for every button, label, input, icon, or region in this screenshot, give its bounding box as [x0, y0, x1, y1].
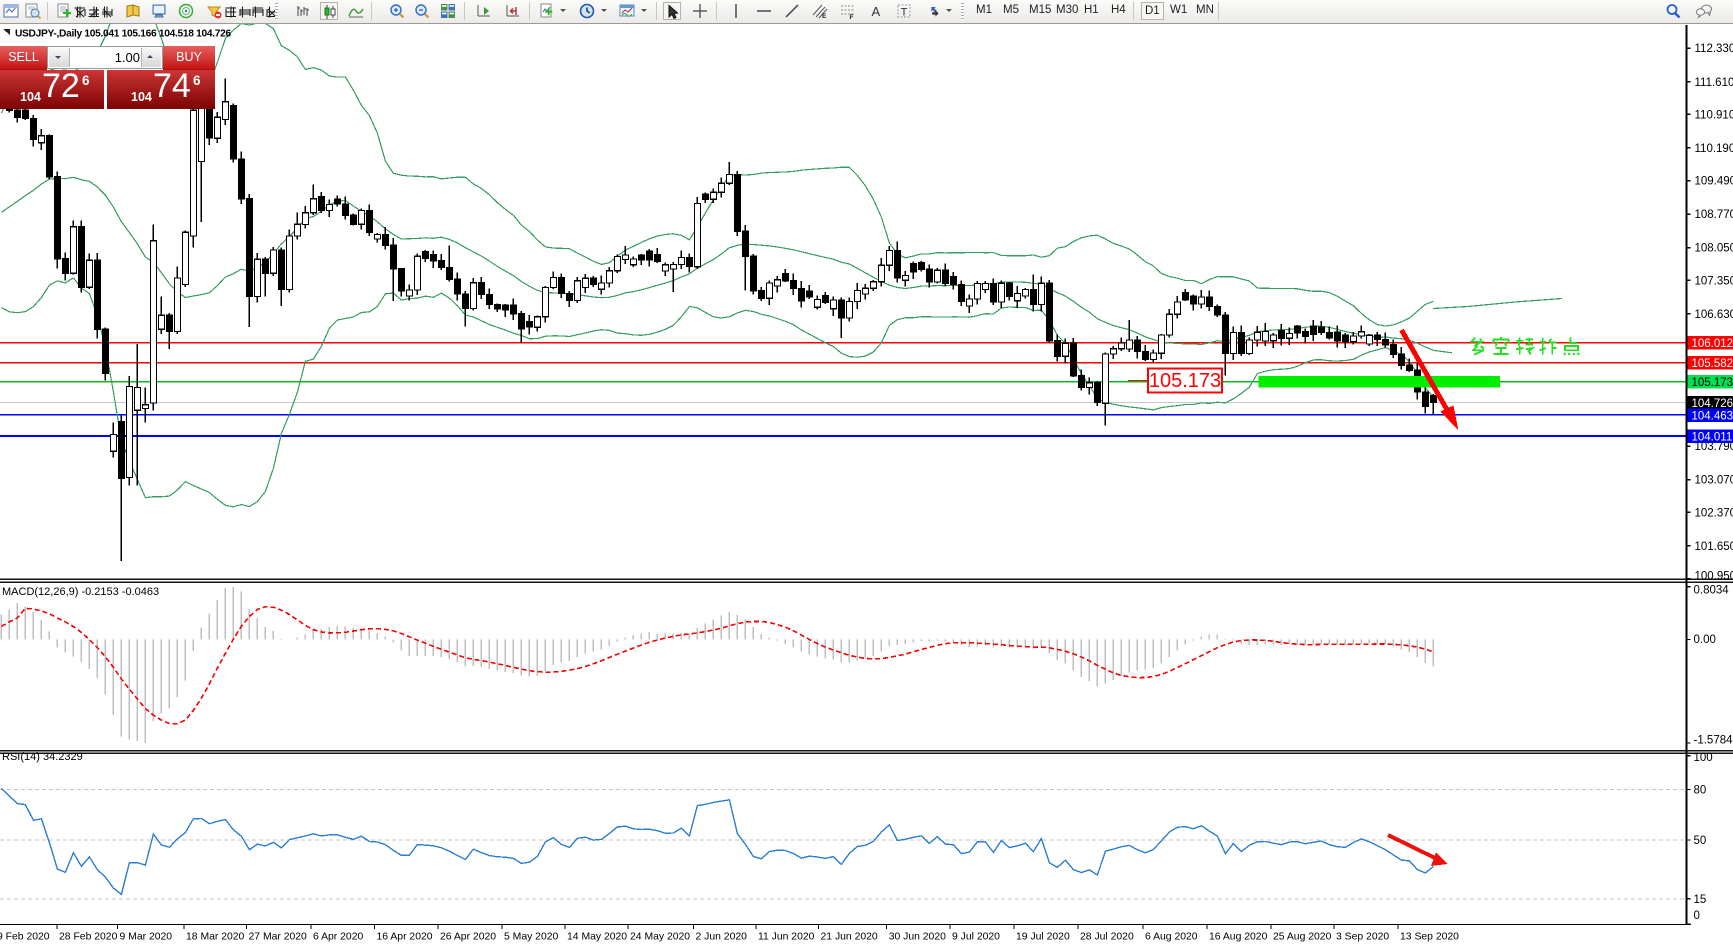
svg-text:104.011: 104.011	[1692, 431, 1733, 443]
svg-text:14 May 2020: 14 May 2020	[567, 932, 627, 943]
svg-text:9 Jul 2020: 9 Jul 2020	[952, 932, 1000, 943]
svg-text:103.070: 103.070	[1695, 475, 1733, 487]
svg-text:11 Jun 2020: 11 Jun 2020	[758, 932, 815, 943]
svg-text:9 Mar 2020: 9 Mar 2020	[120, 932, 173, 943]
svg-text:26 Apr 2020: 26 Apr 2020	[440, 932, 496, 943]
svg-text:102.370: 102.370	[1695, 507, 1733, 519]
svg-text:9 Feb 2020: 9 Feb 2020	[0, 932, 50, 943]
svg-text:F: F	[850, 14, 854, 19]
svg-text:106.012: 106.012	[1692, 338, 1733, 350]
svg-text:27 Mar 2020: 27 Mar 2020	[249, 932, 308, 943]
svg-text:108.770: 108.770	[1695, 209, 1733, 221]
svg-text:30 Jun 2020: 30 Jun 2020	[889, 932, 946, 943]
svg-text:3 Sep 2020: 3 Sep 2020	[1336, 932, 1389, 943]
svg-text:-1.5784: -1.5784	[1694, 735, 1733, 747]
svg-text:108.050: 108.050	[1695, 243, 1733, 255]
svg-text:100.950: 100.950	[1695, 571, 1733, 583]
svg-text:6 Aug 2020: 6 Aug 2020	[1145, 932, 1198, 943]
svg-text:18 Mar 2020: 18 Mar 2020	[186, 932, 245, 943]
svg-text:25 Aug 2020: 25 Aug 2020	[1273, 932, 1332, 943]
svg-text:2 Jun 2020: 2 Jun 2020	[696, 932, 748, 943]
svg-text:0: 0	[1694, 910, 1700, 922]
svg-text:16 Aug 2020: 16 Aug 2020	[1209, 932, 1268, 943]
svg-text:112.330: 112.330	[1695, 43, 1733, 55]
svg-text:111.610: 111.610	[1695, 77, 1733, 89]
svg-text:28 Feb 2020: 28 Feb 2020	[59, 932, 118, 943]
svg-text:105.173: 105.173	[1149, 370, 1221, 392]
svg-text:RSI(14) 34.2329: RSI(14) 34.2329	[2, 751, 83, 763]
svg-text:100: 100	[1694, 752, 1713, 764]
svg-text:110.190: 110.190	[1695, 143, 1733, 155]
svg-text:104.463: 104.463	[1692, 410, 1733, 422]
svg-text:5 May 2020: 5 May 2020	[504, 932, 559, 943]
svg-text:19 Jul 2020: 19 Jul 2020	[1016, 932, 1070, 943]
svg-text:21 Jun 2020: 21 Jun 2020	[821, 932, 878, 943]
svg-text:101.650: 101.650	[1695, 541, 1733, 553]
svg-text:24 May 2020: 24 May 2020	[630, 932, 690, 943]
svg-text:103.790: 103.790	[1695, 441, 1733, 453]
svg-text:USDJPY-,Daily 105.041 105.166: USDJPY-,Daily 105.041 105.166 104.518 10…	[15, 29, 232, 40]
svg-text:13 Sep 2020: 13 Sep 2020	[1400, 932, 1459, 943]
svg-text:E: E	[822, 13, 827, 19]
svg-text:0.8034: 0.8034	[1694, 585, 1730, 597]
svg-text:105.173: 105.173	[1692, 377, 1733, 389]
svg-text:105.582: 105.582	[1692, 358, 1733, 370]
svg-text:106.630: 106.630	[1695, 309, 1733, 321]
svg-text:28 Jul 2020: 28 Jul 2020	[1080, 932, 1134, 943]
svg-text:50: 50	[1694, 835, 1707, 847]
svg-text:T: T	[901, 7, 908, 19]
svg-text:104.726: 104.726	[1692, 398, 1733, 410]
svg-text:A: A	[872, 4, 881, 19]
svg-text:0.00: 0.00	[1694, 634, 1716, 646]
svg-text:80: 80	[1694, 784, 1707, 796]
svg-text:110.910: 110.910	[1695, 109, 1733, 121]
svg-text:109.490: 109.490	[1695, 176, 1733, 188]
svg-text:MACD(12,26,9) -0.2153 -0.0463: MACD(12,26,9) -0.2153 -0.0463	[2, 586, 159, 598]
svg-text:107.350: 107.350	[1695, 275, 1733, 287]
svg-text:16 Apr 2020: 16 Apr 2020	[377, 932, 433, 943]
svg-text:15: 15	[1694, 894, 1707, 906]
svg-text:6 Apr 2020: 6 Apr 2020	[313, 932, 363, 943]
